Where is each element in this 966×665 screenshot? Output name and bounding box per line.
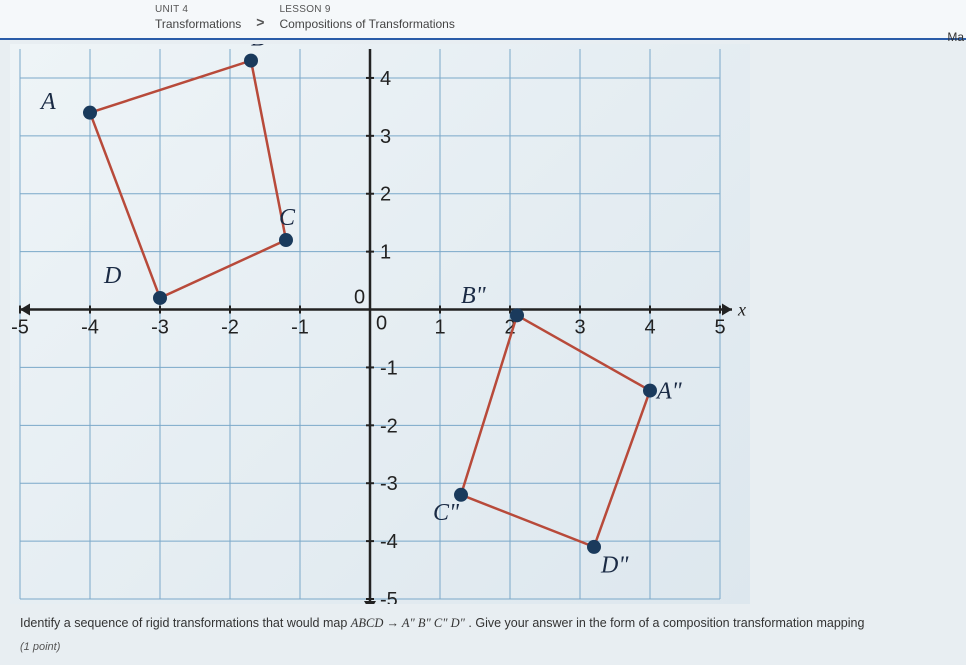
lesson-title: Compositions of Transformations — [279, 17, 454, 32]
content-area: -5-4-3-2-10012345-5-4-3-2-11234xABCDA"B"… — [0, 44, 966, 604]
svg-text:1: 1 — [434, 316, 445, 338]
svg-text:C": C" — [433, 500, 460, 526]
svg-text:-1: -1 — [291, 316, 309, 338]
svg-text:-2: -2 — [221, 316, 239, 338]
svg-text:-3: -3 — [380, 473, 398, 495]
chevron-right-icon: > — [256, 14, 264, 32]
svg-text:-1: -1 — [380, 357, 398, 379]
points-label: (1 point) — [20, 639, 956, 657]
question-prefix: Identify a sequence of rigid transformat… — [20, 616, 351, 630]
breadcrumb-unit[interactable]: UNIT 4 Transformations — [155, 4, 241, 32]
breadcrumb-lesson[interactable]: LESSON 9 Compositions of Transformations — [279, 4, 454, 32]
svg-text:A: A — [39, 89, 56, 115]
svg-text:0: 0 — [376, 312, 387, 334]
svg-text:D": D" — [600, 552, 629, 578]
svg-text:B: B — [251, 44, 266, 51]
svg-text:-3: -3 — [151, 316, 169, 338]
svg-text:A": A" — [655, 378, 683, 404]
lesson-label: LESSON 9 — [279, 4, 454, 17]
svg-text:-4: -4 — [81, 316, 99, 338]
header-divider — [0, 38, 966, 40]
svg-text:1: 1 — [380, 241, 391, 263]
breadcrumb: UNIT 4 Transformations > LESSON 9 Compos… — [0, 0, 966, 38]
svg-text:4: 4 — [380, 67, 391, 89]
svg-text:-2: -2 — [380, 415, 398, 437]
coordinate-grid-chart: -5-4-3-2-10012345-5-4-3-2-11234xABCDA"B"… — [10, 44, 750, 604]
top-right-text: Ma — [947, 30, 964, 44]
svg-text:5: 5 — [714, 316, 725, 338]
svg-text:0: 0 — [354, 286, 365, 308]
unit-label: UNIT 4 — [155, 4, 241, 17]
svg-text:D: D — [103, 262, 121, 288]
question-text: Identify a sequence of rigid transformat… — [20, 613, 956, 657]
unit-title: Transformations — [155, 17, 241, 32]
svg-text:3: 3 — [380, 125, 391, 147]
svg-text:3: 3 — [574, 316, 585, 338]
svg-text:-4: -4 — [380, 531, 398, 553]
question-mapping: ABCD → A" B" C" D" — [351, 616, 465, 630]
svg-text:4: 4 — [644, 316, 655, 338]
svg-text:2: 2 — [380, 183, 391, 205]
svg-text:-5: -5 — [11, 316, 29, 338]
question-suffix: . Give your answer in the form of a comp… — [468, 616, 864, 630]
svg-text:x: x — [737, 299, 746, 319]
svg-text:C: C — [279, 204, 296, 230]
svg-text:B": B" — [461, 283, 487, 309]
svg-text:-5: -5 — [380, 589, 398, 604]
